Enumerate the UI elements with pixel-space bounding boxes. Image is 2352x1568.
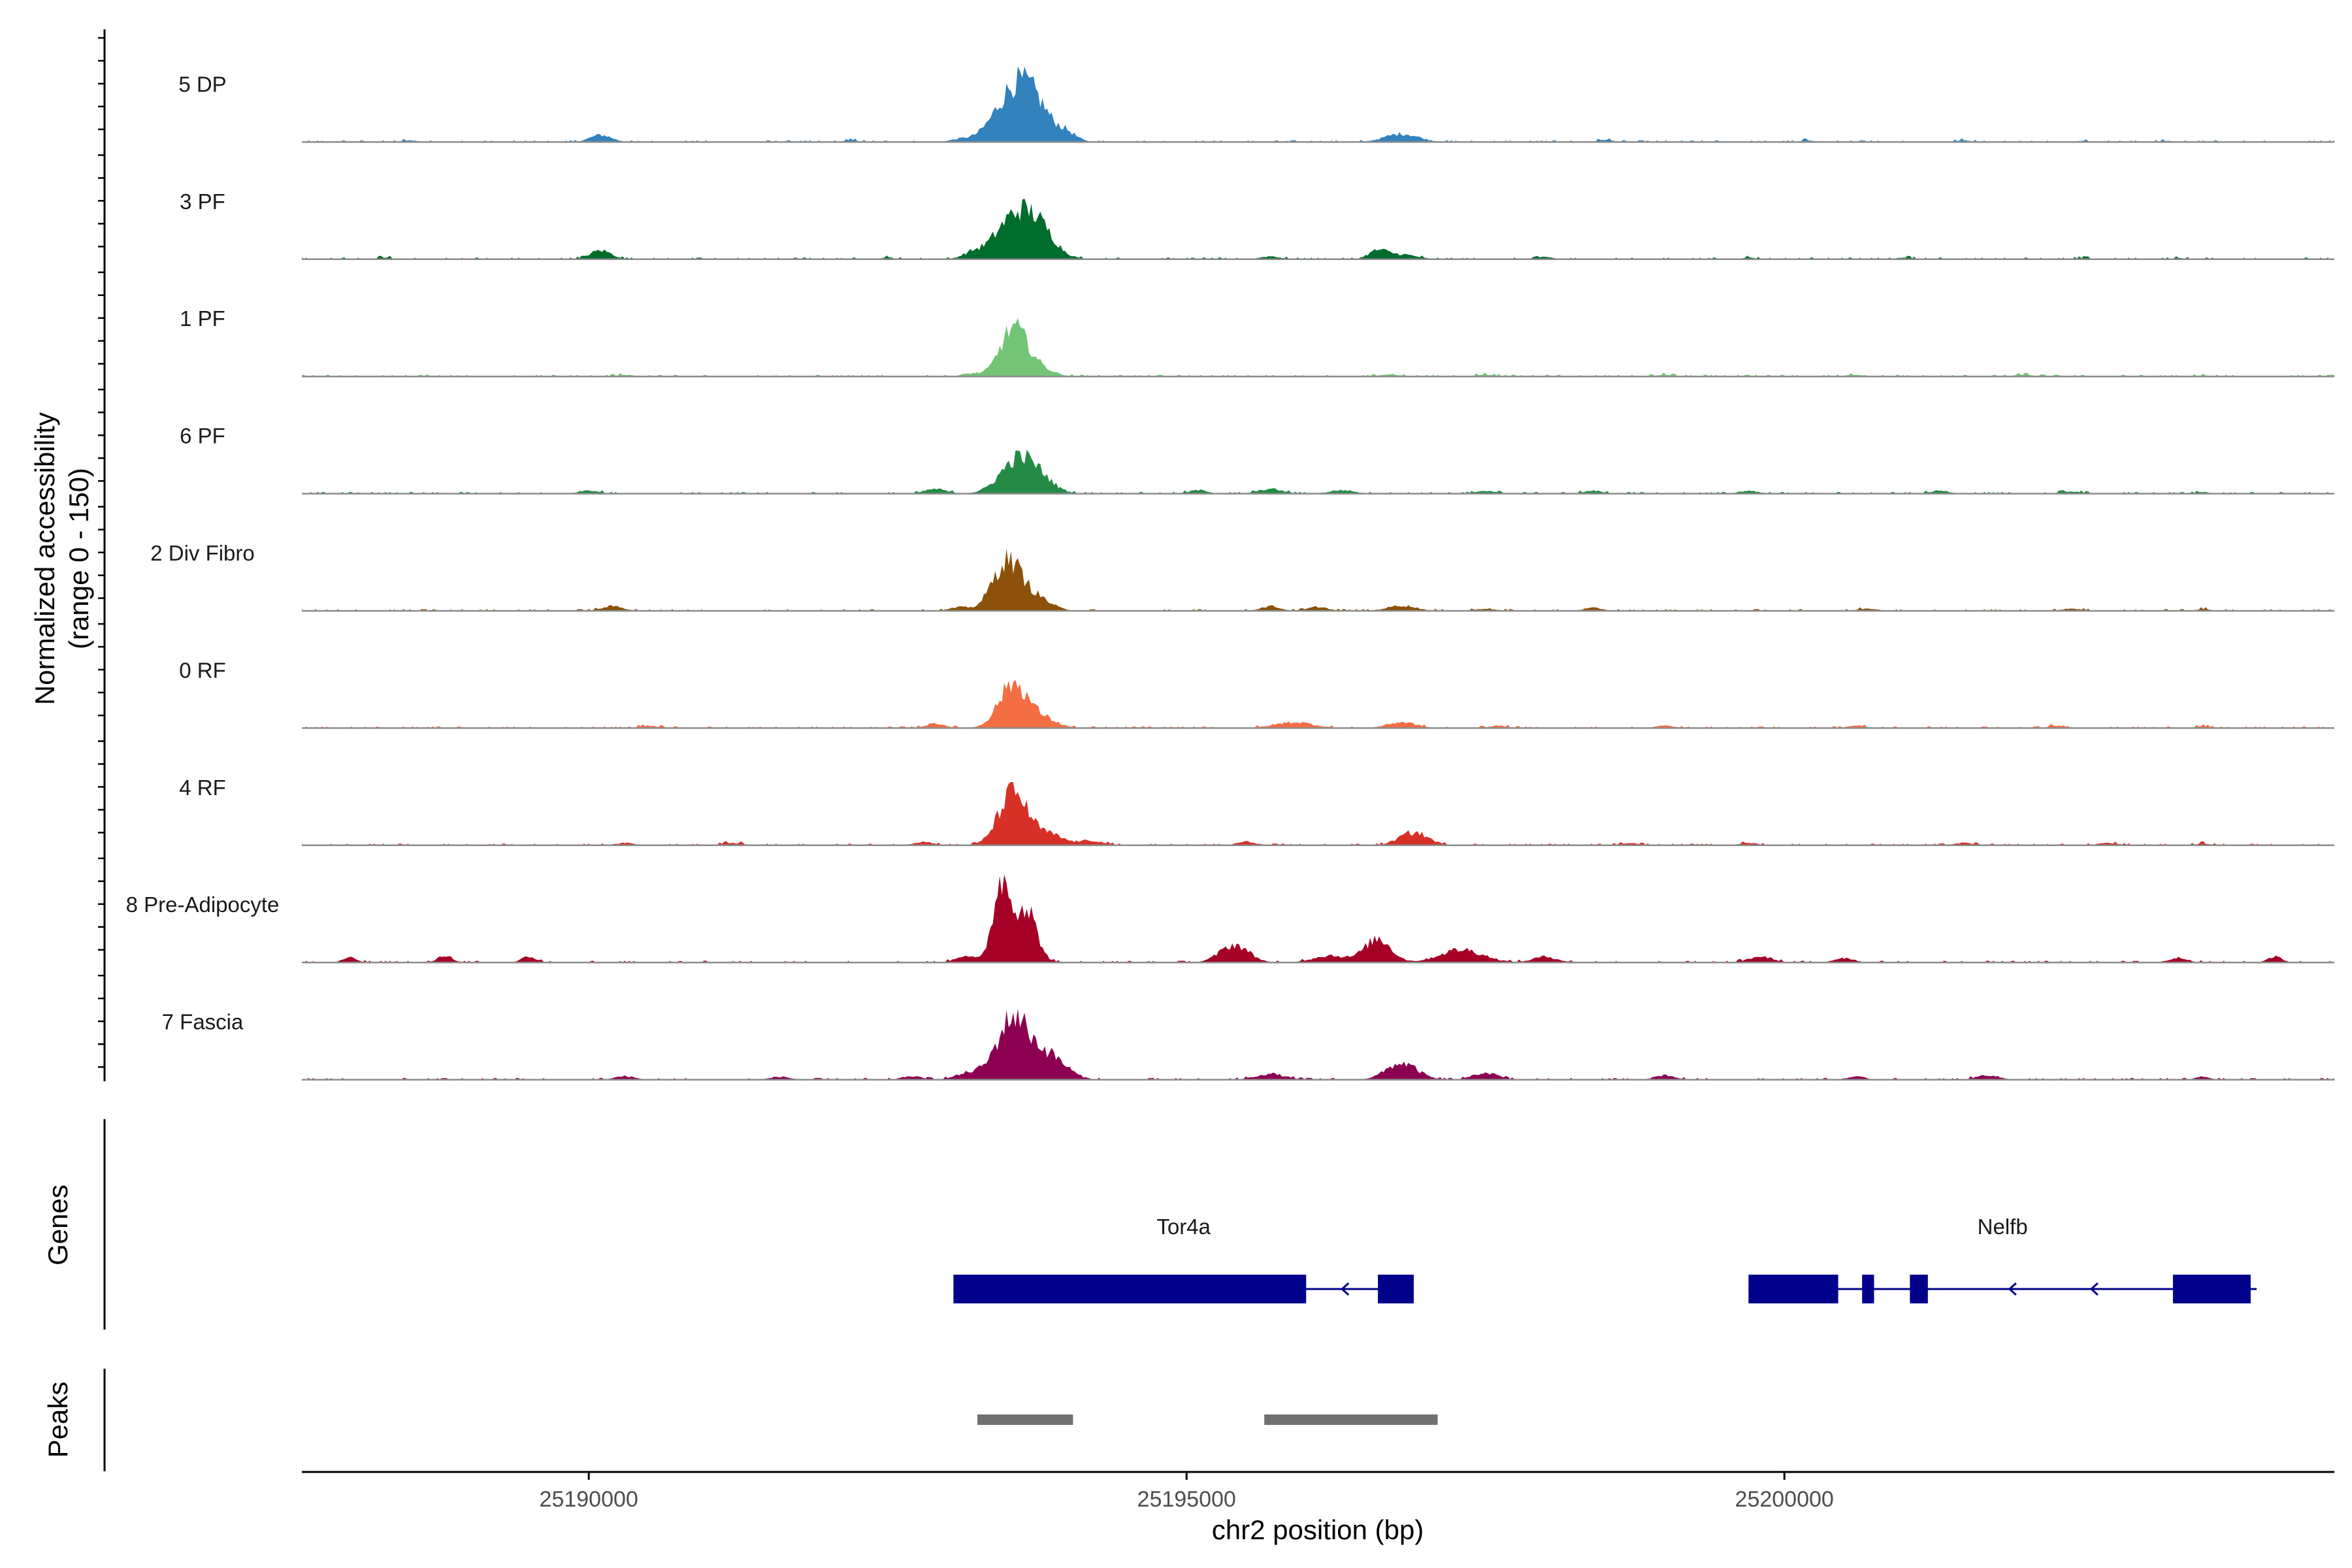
track-label: 1 PF bbox=[180, 306, 225, 331]
track-label: 5 DP bbox=[178, 72, 226, 96]
gene-exon bbox=[1748, 1275, 1838, 1303]
y-axis-title: Normalized accessibility (range 0 - 150) bbox=[29, 412, 94, 705]
track-2-div-fibro: 2 Div Fibro bbox=[150, 541, 2334, 612]
x-axis-ticks: 25190000 25195000 25200000 bbox=[540, 1472, 1834, 1512]
track-4-rf: 4 RF bbox=[179, 776, 2334, 847]
tracks-layer: 5 DP 3 PF 1 PF 6 PF 2 Div Fibro 0 RF 4 RF 8 Pre… bbox=[126, 66, 2334, 1081]
x-tick-label: 25190000 bbox=[540, 1487, 638, 1512]
track-8-pre-adipocyte: 8 Pre-Adipocyte bbox=[126, 874, 2334, 964]
track-label: 0 RF bbox=[179, 658, 226, 682]
coverage-y-axis bbox=[98, 29, 106, 1081]
peaks-track-label: Peaks bbox=[42, 1382, 73, 1458]
coverage-area bbox=[302, 449, 2334, 494]
gene-nelfb: Nelfb bbox=[1748, 1215, 2257, 1303]
genes-track: Tor4a Nelfb bbox=[953, 1215, 2257, 1303]
gene-exon bbox=[953, 1275, 1307, 1303]
x-tick-label: 25195000 bbox=[1137, 1487, 1236, 1512]
track-3-pf: 3 PF bbox=[180, 189, 2334, 261]
track-5-dp: 5 DP bbox=[178, 66, 2334, 143]
x-tick-label: 25200000 bbox=[1735, 1487, 1834, 1512]
coverage-area bbox=[302, 548, 2334, 611]
track-label: 8 Pre-Adipocyte bbox=[126, 892, 280, 917]
coverage-area bbox=[302, 1008, 2334, 1080]
track-label: 7 Fascia bbox=[162, 1010, 244, 1034]
strand-arrow bbox=[2089, 1282, 2099, 1296]
peak-region bbox=[1264, 1414, 1438, 1425]
strand-arrow bbox=[2008, 1282, 2017, 1296]
gene-label: Nelfb bbox=[1978, 1215, 2028, 1239]
gene-exon bbox=[1910, 1275, 1928, 1303]
strand-arrow bbox=[1340, 1282, 1350, 1296]
track-label: 6 PF bbox=[180, 424, 225, 448]
coverage-area bbox=[302, 874, 2334, 963]
track-label: 3 PF bbox=[180, 189, 225, 214]
coverage-area bbox=[302, 318, 2334, 377]
gene-exon bbox=[2172, 1275, 2251, 1303]
y-axis-title-line2: (range 0 - 150) bbox=[63, 468, 94, 649]
coverage-area bbox=[302, 781, 2334, 845]
coverage-area bbox=[302, 66, 2334, 142]
gene-label: Tor4a bbox=[1156, 1215, 1211, 1239]
x-axis-title: chr2 position (bp) bbox=[1212, 1514, 1424, 1545]
track-0-rf: 0 RF bbox=[179, 658, 2334, 729]
gene-exon bbox=[1378, 1275, 1414, 1303]
track-label: 4 RF bbox=[179, 776, 226, 800]
track-label: 2 Div Fibro bbox=[150, 541, 255, 565]
track-6-pf: 6 PF bbox=[180, 424, 2334, 495]
peak-region bbox=[977, 1414, 1073, 1425]
track-7-fascia: 7 Fascia bbox=[162, 1008, 2334, 1081]
track-1-pf: 1 PF bbox=[180, 306, 2334, 378]
peaks-track bbox=[977, 1414, 1438, 1425]
genes-track-label: Genes bbox=[42, 1184, 73, 1266]
y-axis-title-line1: Normalized accessibility bbox=[29, 412, 60, 705]
gene-tor4a: Tor4a bbox=[953, 1215, 1414, 1303]
coverage-area bbox=[302, 679, 2334, 728]
gene-exon bbox=[1862, 1275, 1874, 1303]
coverage-area bbox=[302, 198, 2334, 259]
